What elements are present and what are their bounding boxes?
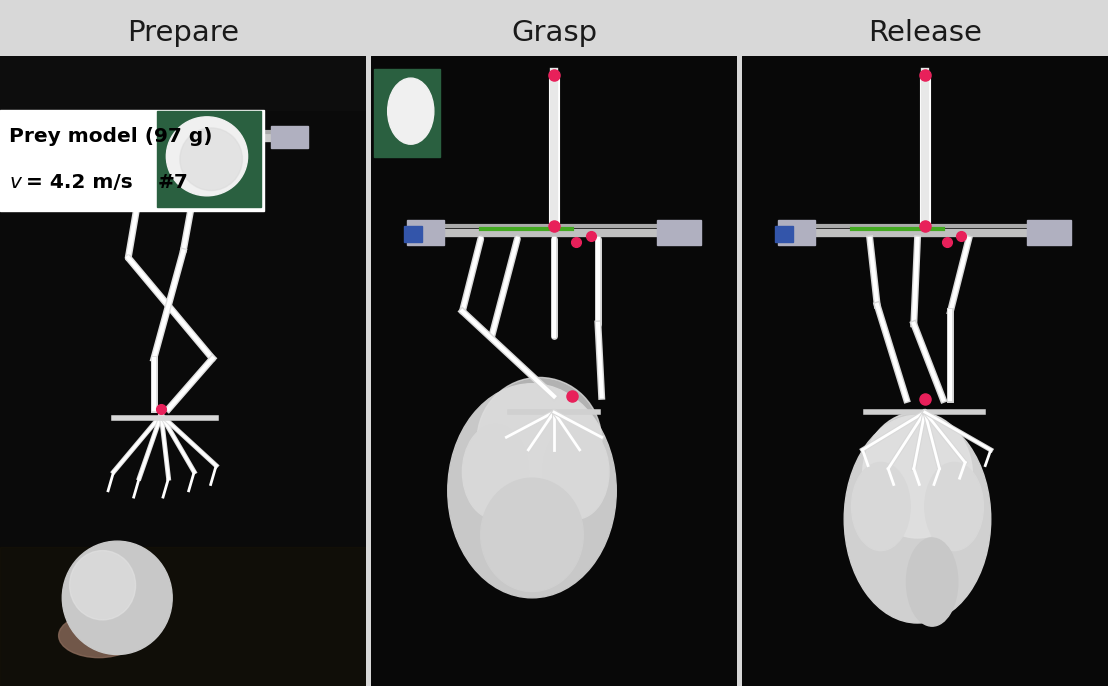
Text: Prepare: Prepare [127,19,239,47]
Bar [408,220,444,245]
Ellipse shape [481,478,583,591]
Bar [59,126,88,147]
Ellipse shape [448,383,616,598]
Ellipse shape [852,462,910,551]
Bar [0,56,367,110]
Ellipse shape [862,412,973,538]
Bar [375,69,440,157]
Text: = 4.2 m/s: = 4.2 m/s [27,173,133,192]
Text: Prey model (97 g): Prey model (97 g) [9,128,213,147]
Ellipse shape [906,538,957,626]
Bar [774,226,793,242]
Bar [0,547,367,686]
Ellipse shape [844,415,991,623]
Text: Release: Release [868,19,982,47]
Bar [657,220,700,245]
Text: #7: #7 [157,173,188,192]
Ellipse shape [543,425,609,519]
Bar [0,110,264,211]
Ellipse shape [388,78,434,144]
Ellipse shape [70,551,135,620]
Bar [403,226,422,242]
Ellipse shape [925,462,984,551]
Ellipse shape [179,128,243,191]
Bar [157,111,261,207]
Text: $v$: $v$ [9,173,23,192]
Ellipse shape [62,541,172,654]
Ellipse shape [166,117,247,196]
Ellipse shape [59,613,140,658]
Ellipse shape [478,377,602,504]
Bar [778,220,814,245]
Bar [55,129,73,145]
Text: Grasp: Grasp [511,19,597,47]
Bar [271,126,308,147]
Ellipse shape [462,425,529,519]
Bar [1027,220,1071,245]
